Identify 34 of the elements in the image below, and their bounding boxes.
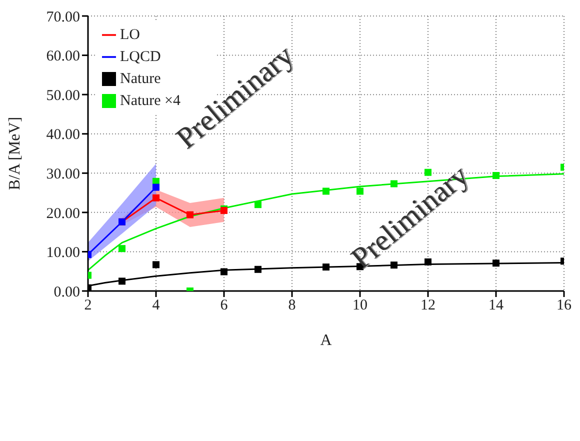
point: [322, 188, 330, 195]
legend-label: LQCD: [120, 49, 161, 65]
legend-label: LO: [120, 27, 140, 43]
x-tick-label: 2: [84, 298, 92, 314]
x-tick-label: 16: [556, 298, 572, 314]
point: [118, 278, 126, 285]
x-tick-label: 4: [152, 298, 160, 314]
y-tick-label: 50.00: [46, 88, 80, 104]
point: [152, 261, 160, 268]
point: [492, 260, 500, 267]
point: [152, 184, 160, 191]
point: [152, 194, 160, 202]
y-tick-label: 0.00: [54, 284, 80, 300]
x-tick-label: 8: [288, 298, 296, 314]
point: [254, 266, 262, 273]
x-tick-label: 14: [488, 298, 504, 314]
point: [186, 211, 194, 218]
point: [492, 172, 500, 179]
x-axis-title: A: [320, 332, 332, 349]
point: [322, 264, 330, 271]
legend-label: Nature: [120, 71, 161, 87]
point: [254, 201, 262, 208]
y-axis-title: B/A [MeV]: [6, 116, 24, 190]
y-tick-label: 30.00: [46, 166, 80, 182]
x-tick-label: 12: [420, 298, 436, 314]
x-tick-label: 6: [220, 298, 228, 314]
y-tick-label: 60.00: [46, 48, 80, 65]
y-tick-label: 70.00: [46, 9, 80, 26]
y-tick-label: 40.00: [46, 127, 80, 144]
point: [118, 245, 126, 252]
y-tick-label: 10.00: [46, 245, 80, 262]
point: [220, 268, 228, 276]
y-tick-label: 20.00: [46, 206, 80, 222]
x-tick-label: 10: [352, 298, 368, 314]
